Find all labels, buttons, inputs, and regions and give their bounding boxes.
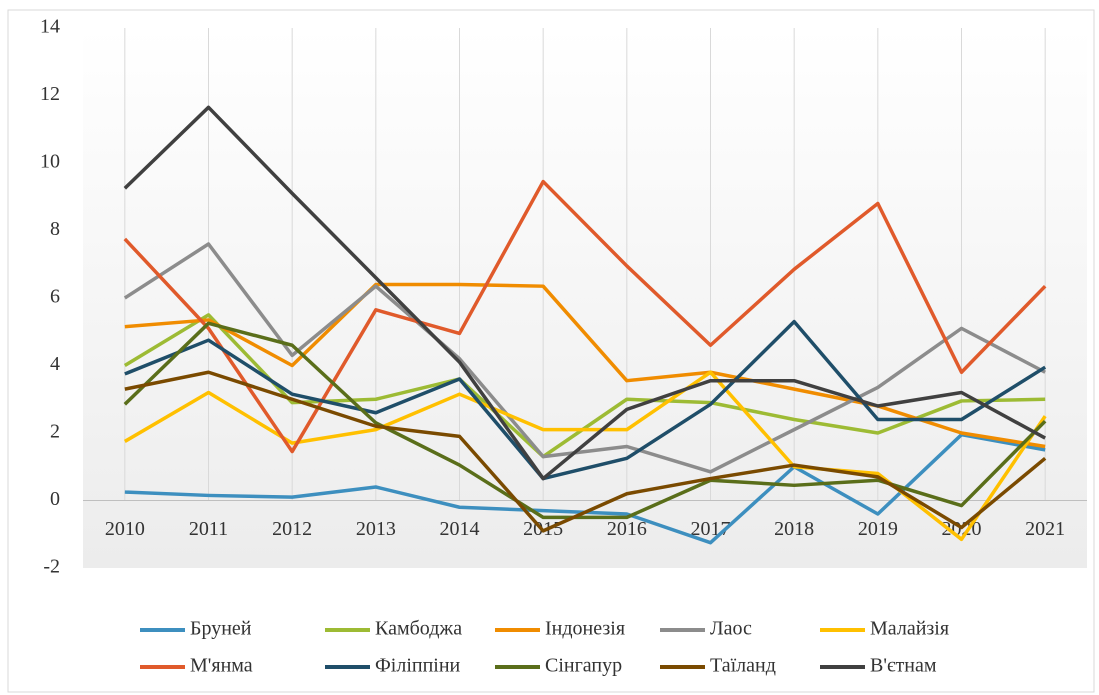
legend-label: Сінгапур <box>545 655 622 677</box>
legend-label: Бруней <box>190 618 252 640</box>
y-tick-label: -2 <box>43 556 60 578</box>
series-line <box>124 370 1047 533</box>
y-tick-label: 0 <box>50 488 60 510</box>
y-tick-label: 6 <box>50 286 60 308</box>
legend-label: Камбоджа <box>375 618 462 640</box>
x-tick-label: 2018 <box>774 518 814 540</box>
legend-label: Індонезія <box>545 618 625 640</box>
y-tick-label: 14 <box>40 16 60 38</box>
legend-label: Таїланд <box>710 655 776 677</box>
x-tick-label: 2019 <box>858 518 898 540</box>
y-tick-label: 2 <box>50 421 60 443</box>
y-tick-label: 8 <box>50 218 60 240</box>
y-tick-label: 10 <box>40 151 60 173</box>
x-tick-label: 2013 <box>356 518 396 540</box>
series-line <box>123 242 1046 474</box>
series-line <box>123 105 1047 481</box>
legend-label: Філіппіни <box>375 655 461 677</box>
x-tick-label: 2014 <box>440 518 480 540</box>
series-line <box>124 319 1047 481</box>
legend-label: Малайзія <box>870 618 949 640</box>
x-tick-label: 2021 <box>1025 518 1065 540</box>
x-tick-label: 2011 <box>189 518 228 540</box>
y-tick-label: 12 <box>40 83 60 105</box>
legend-label: М'янма <box>190 655 253 677</box>
y-tick-label: 4 <box>50 353 60 375</box>
series-line <box>124 282 1046 449</box>
plot-area <box>83 28 1087 568</box>
x-tick-label: 2016 <box>607 518 647 540</box>
legend-label: В'єтнам <box>870 655 937 677</box>
x-tick-label: 2012 <box>272 518 312 540</box>
legend-label: Лаос <box>710 618 752 640</box>
series-line <box>123 179 1047 454</box>
x-tick-label: 2010 <box>105 518 145 540</box>
